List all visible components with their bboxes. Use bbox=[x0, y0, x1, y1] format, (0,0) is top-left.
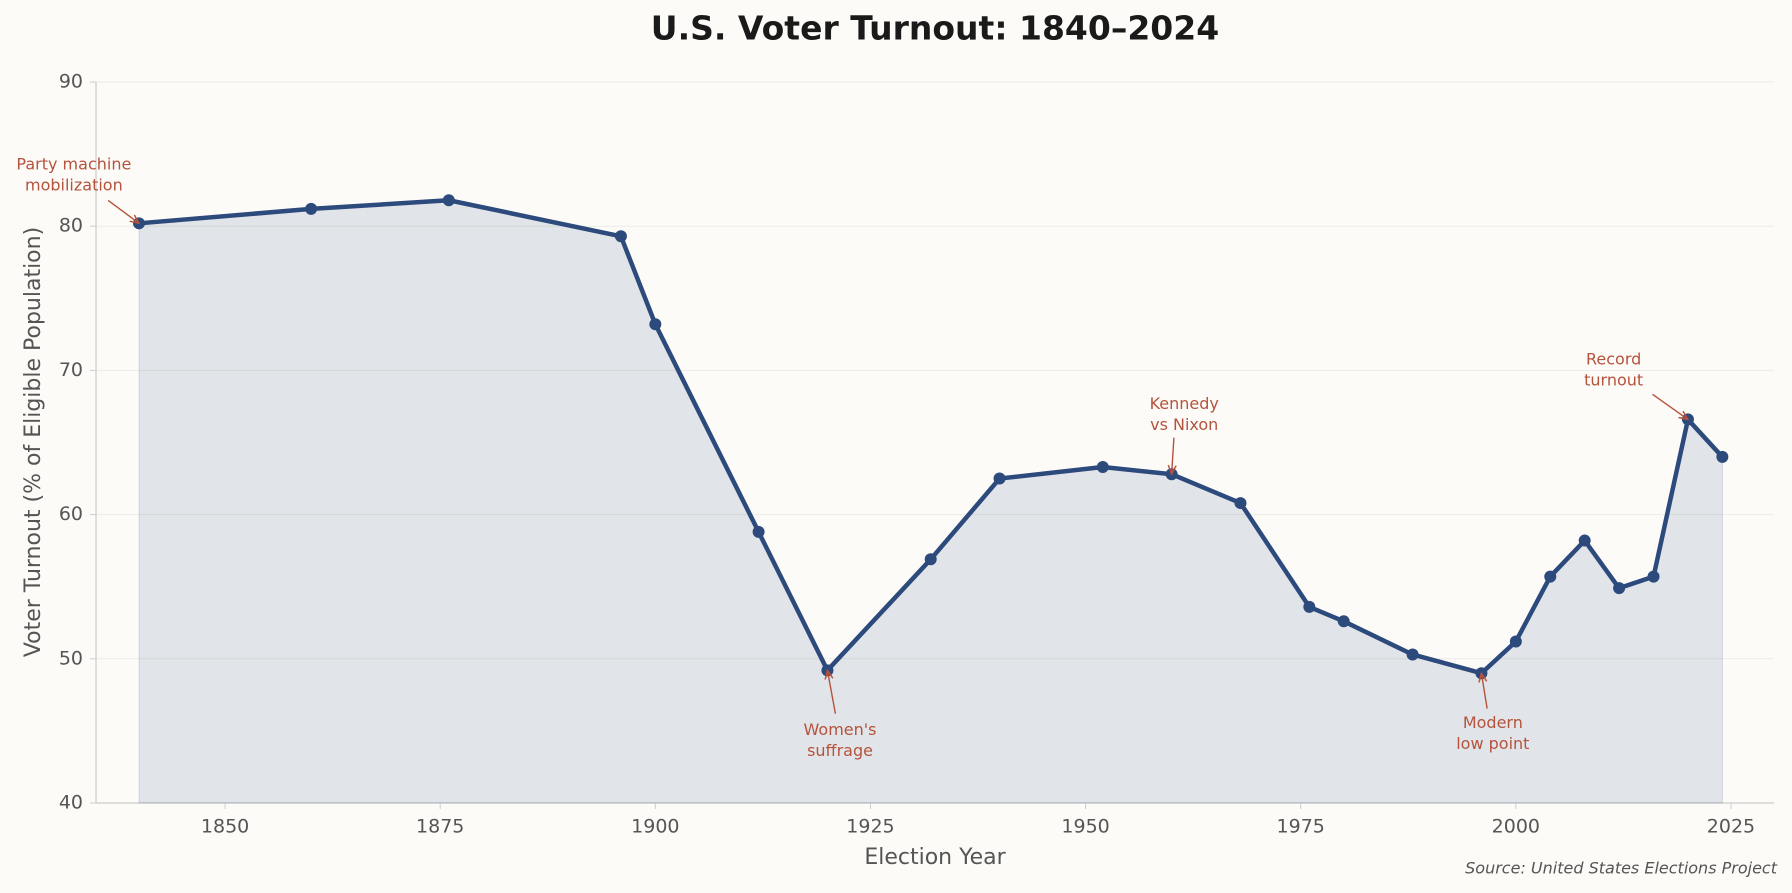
x-tick-label: 1975 bbox=[1277, 816, 1325, 838]
annotation-text: Women's bbox=[804, 720, 877, 739]
source-note: Source: United States Elections Project bbox=[1465, 859, 1778, 878]
point bbox=[1406, 648, 1419, 661]
x-tick-label: 2025 bbox=[1707, 816, 1755, 838]
annotation-text: Modern bbox=[1463, 713, 1523, 732]
point bbox=[1716, 450, 1729, 463]
annotation-text: Kennedy bbox=[1150, 394, 1219, 413]
chart-title: U.S. Voter Turnout: 1840–2024 bbox=[651, 9, 1219, 48]
point bbox=[1337, 615, 1350, 628]
annotation-text: suffrage bbox=[807, 741, 873, 760]
x-tick-label: 1925 bbox=[846, 816, 894, 838]
point bbox=[305, 202, 318, 215]
y-tick-label: 80 bbox=[59, 215, 83, 237]
point bbox=[993, 472, 1006, 485]
point bbox=[1544, 570, 1557, 583]
x-tick-label: 1900 bbox=[631, 816, 679, 838]
annotation-arrow bbox=[827, 670, 837, 714]
point bbox=[1578, 534, 1591, 547]
point bbox=[1234, 497, 1247, 510]
point bbox=[1613, 582, 1626, 595]
annotation-text: Record bbox=[1586, 349, 1641, 368]
annotation-arrow bbox=[1652, 393, 1688, 419]
annotation-arrow bbox=[1481, 673, 1488, 709]
x-tick-label: 2000 bbox=[1492, 816, 1540, 838]
annotation-text: turnout bbox=[1584, 370, 1643, 389]
point bbox=[1096, 461, 1109, 474]
point bbox=[1303, 600, 1316, 613]
point bbox=[649, 318, 662, 331]
y-tick-label: 70 bbox=[59, 359, 83, 381]
y-tick-label: 60 bbox=[59, 503, 83, 525]
y-axis-label: Voter Turnout (% of Eligible Population) bbox=[21, 227, 46, 657]
x-tick-label: 1950 bbox=[1061, 816, 1109, 838]
annotation-arrow bbox=[1172, 437, 1174, 475]
x-tick-label: 1850 bbox=[201, 816, 249, 838]
annotation-text: mobilization bbox=[25, 175, 123, 194]
annotation-text: vs Nixon bbox=[1150, 415, 1218, 434]
annotation-arrow bbox=[107, 199, 139, 223]
x-axis-label: Election Year bbox=[864, 845, 1006, 870]
point bbox=[1509, 635, 1522, 648]
y-tick-label: 50 bbox=[59, 647, 83, 669]
point bbox=[1647, 570, 1660, 583]
point bbox=[752, 525, 765, 538]
point bbox=[614, 230, 627, 243]
annotation-text: low point bbox=[1456, 734, 1529, 753]
y-tick-label: 40 bbox=[59, 792, 83, 814]
annotation-text: Party machine bbox=[16, 154, 131, 173]
x-tick-label: 1875 bbox=[416, 816, 464, 838]
point bbox=[924, 553, 937, 566]
point bbox=[442, 194, 455, 207]
y-tick-label: 90 bbox=[59, 71, 83, 93]
